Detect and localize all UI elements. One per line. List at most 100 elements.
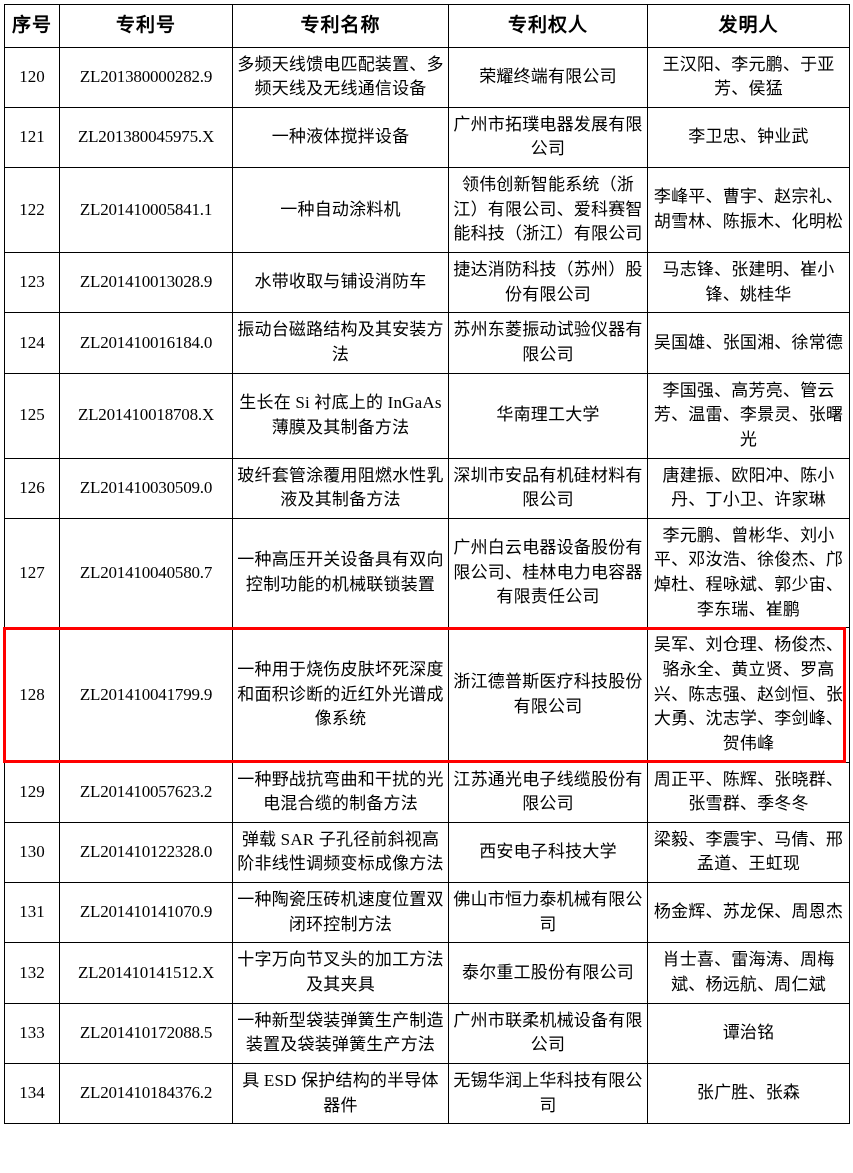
- cell-inventors: 吴国雄、张国湘、徐常德: [647, 312, 850, 374]
- table-row: 131 ZL201410141070.9 一种陶瓷压砖机速度位置双闭环控制方法 佛山市…: [4, 882, 850, 944]
- cell-seq: 130: [4, 821, 60, 884]
- table-row: 127 ZL201410040580.7 一种高压开关设备具有双向控制功能的机械联锁…: [4, 517, 850, 629]
- table-body: 120 ZL201380000282.9 多频天线馈电匹配装置、多频天线及无线通信设…: [4, 46, 850, 1125]
- cell-patent-number: ZL201410041799.9: [59, 627, 233, 763]
- cell-patentee: 华南理工大学: [448, 372, 648, 459]
- cell-patent-name: 生长在 Si 衬底上的 InGaAs 薄膜及其制备方法: [232, 372, 449, 459]
- cell-patent-name: 一种高压开关设备具有双向控制功能的机械联锁装置: [232, 517, 449, 629]
- cell-seq: 122: [4, 167, 60, 254]
- cell-patentee: 广州市拓璞电器发展有限公司: [448, 106, 648, 169]
- cell-inventors: 肖士喜、雷海涛、周梅斌、杨远航、周仁斌: [647, 942, 850, 1004]
- cell-inventors: 李国强、高芳亮、管云芳、温雷、李景灵、张曙光: [647, 372, 850, 459]
- cell-patentee: 捷达消防科技（苏州）股份有限公司: [448, 252, 648, 314]
- cell-inventors: 周正平、陈辉、张晓群、张雪群、季冬冬: [647, 761, 850, 823]
- table-header: 序号 专利号 专利名称 专利权人 发明人: [4, 4, 850, 48]
- cell-seq: 129: [4, 761, 60, 823]
- cell-patentee: 无锡华润上华科技有限公司: [448, 1062, 648, 1125]
- cell-seq: 125: [4, 372, 60, 459]
- cell-patent-number: ZL201410122328.0: [59, 821, 233, 884]
- cell-patent-number: ZL201410141512.X: [59, 942, 233, 1004]
- cell-patent-number: ZL201410005841.1: [59, 167, 233, 254]
- cell-inventors: 梁毅、李震宇、马倩、邢孟道、王虹现: [647, 821, 850, 884]
- column-header-patentee: 专利权人: [448, 4, 648, 48]
- cell-patentee: 深圳市安品有机硅材料有限公司: [448, 457, 648, 519]
- cell-patent-name: 玻纤套管涂覆用阻燃水性乳液及其制备方法: [232, 457, 449, 519]
- cell-inventors: 杨金辉、苏龙保、周恩杰: [647, 882, 850, 944]
- cell-inventors: 马志锋、张建明、崔小锋、姚桂华: [647, 252, 850, 314]
- cell-inventors: 张广胜、张森: [647, 1062, 850, 1125]
- column-header-patent-name: 专利名称: [232, 4, 449, 48]
- cell-patent-name: 振动台磁路结构及其安装方法: [232, 312, 449, 374]
- cell-seq: 132: [4, 942, 60, 1004]
- cell-patent-number: ZL201410013028.9: [59, 252, 233, 314]
- table-row: 124 ZL201410016184.0 振动台磁路结构及其安装方法 苏州东菱振动试验…: [4, 312, 850, 374]
- cell-seq: 124: [4, 312, 60, 374]
- cell-patent-name: 具 ESD 保护结构的半导体器件: [232, 1062, 449, 1125]
- cell-seq: 120: [4, 46, 60, 108]
- cell-seq: 127: [4, 517, 60, 629]
- cell-patent-name: 一种陶瓷压砖机速度位置双闭环控制方法: [232, 882, 449, 944]
- column-header-inventors: 发明人: [647, 4, 850, 48]
- cell-patentee: 泰尔重工股份有限公司: [448, 942, 648, 1004]
- cell-patentee: 荣耀终端有限公司: [448, 46, 648, 108]
- table-row: 134 ZL201410184376.2 具 ESD 保护结构的半导体器件 无锡华润上…: [4, 1062, 850, 1125]
- cell-patent-number: ZL201410184376.2: [59, 1062, 233, 1125]
- cell-inventors: 唐建振、欧阳冲、陈小丹、丁小卫、许家琳: [647, 457, 850, 519]
- cell-patent-number: ZL201410172088.5: [59, 1002, 233, 1064]
- cell-patent-number: ZL201380000282.9: [59, 46, 233, 108]
- cell-patentee: 广州市联柔机械设备有限公司: [448, 1002, 648, 1064]
- table-row: 128 ZL201410041799.9 一种用于烧伤皮肤坏死深度和面积诊断的近红外…: [4, 627, 850, 763]
- cell-patentee: 西安电子科技大学: [448, 821, 648, 884]
- cell-patentee: 广州白云电器设备股份有限公司、桂林电力电容器有限责任公司: [448, 517, 648, 629]
- table-row: 120 ZL201380000282.9 多频天线馈电匹配装置、多频天线及无线通信设…: [4, 46, 850, 108]
- cell-seq: 131: [4, 882, 60, 944]
- cell-patent-number: ZL201410057623.2: [59, 761, 233, 823]
- cell-patent-number: ZL201410040580.7: [59, 517, 233, 629]
- cell-inventors: 吴军、刘仓理、杨俊杰、骆永全、黄立贤、罗高兴、陈志强、赵剑恒、张大勇、沈志学、李…: [647, 627, 850, 763]
- cell-inventors: 谭治铭: [647, 1002, 850, 1064]
- cell-patent-name: 一种新型袋装弹簧生产制造装置及袋装弹簧生产方法: [232, 1002, 449, 1064]
- cell-inventors: 王汉阳、李元鹏、于亚芳、侯猛: [647, 46, 850, 108]
- cell-seq: 126: [4, 457, 60, 519]
- cell-inventors: 李元鹏、曾彬华、刘小平、邓汝浩、徐俊杰、邝焯杜、程咏斌、郭少宙、李东瑞、崔鹏: [647, 517, 850, 629]
- cell-patent-name: 十字万向节叉头的加工方法及其夹具: [232, 942, 449, 1004]
- cell-patentee: 江苏通光电子线缆股份有限公司: [448, 761, 648, 823]
- table-row: 125 ZL201410018708.X 生长在 Si 衬底上的 InGaAs 薄膜…: [4, 372, 850, 459]
- cell-seq: 133: [4, 1002, 60, 1064]
- cell-seq: 123: [4, 252, 60, 314]
- table-row: 132 ZL201410141512.X 十字万向节叉头的加工方法及其夹具 泰尔重工股…: [4, 942, 850, 1004]
- cell-patent-name: 一种液体搅拌设备: [232, 106, 449, 169]
- cell-patent-name: 一种自动涂料机: [232, 167, 449, 254]
- cell-patentee: 浙江德普斯医疗科技股份有限公司: [448, 627, 648, 763]
- cell-patent-name: 水带收取与铺设消防车: [232, 252, 449, 314]
- table-row: 130 ZL201410122328.0 弹载 SAR 子孔径前斜视高阶非线性调频变…: [4, 821, 850, 884]
- cell-patent-number: ZL201410030509.0: [59, 457, 233, 519]
- table-row: 122 ZL201410005841.1 一种自动涂料机 领伟创新智能系统（浙江）有限…: [4, 167, 850, 254]
- cell-patent-name: 多频天线馈电匹配装置、多频天线及无线通信设备: [232, 46, 449, 108]
- header-row: 序号 专利号 专利名称 专利权人 发明人: [4, 4, 850, 48]
- table-row: 121 ZL201380045975.X 一种液体搅拌设备 广州市拓璞电器发展有限公司…: [4, 106, 850, 169]
- cell-patentee: 领伟创新智能系统（浙江）有限公司、爱科赛智能科技（浙江）有限公司: [448, 167, 648, 254]
- table-row: 129 ZL201410057623.2 一种野战抗弯曲和干扰的光电混合缆的制备方法…: [4, 761, 850, 823]
- cell-inventors: 李峰平、曹宇、赵宗礼、胡雪林、陈振木、化明松: [647, 167, 850, 254]
- cell-patent-name: 弹载 SAR 子孔径前斜视高阶非线性调频变标成像方法: [232, 821, 449, 884]
- column-header-patent-number: 专利号: [59, 4, 233, 48]
- column-header-seq: 序号: [4, 4, 60, 48]
- cell-patent-number: ZL201410016184.0: [59, 312, 233, 374]
- cell-patentee: 苏州东菱振动试验仪器有限公司: [448, 312, 648, 374]
- table-row: 123 ZL201410013028.9 水带收取与铺设消防车 捷达消防科技（苏州）股…: [4, 252, 850, 314]
- cell-seq: 128: [4, 627, 60, 763]
- cell-seq: 121: [4, 106, 60, 169]
- cell-patent-name: 一种用于烧伤皮肤坏死深度和面积诊断的近红外光谱成像系统: [232, 627, 449, 763]
- cell-patent-name: 一种野战抗弯曲和干扰的光电混合缆的制备方法: [232, 761, 449, 823]
- cell-inventors: 李卫忠、钟业武: [647, 106, 850, 169]
- cell-patent-number: ZL201410141070.9: [59, 882, 233, 944]
- cell-seq: 134: [4, 1062, 60, 1125]
- cell-patentee: 佛山市恒力泰机械有限公司: [448, 882, 648, 944]
- cell-patent-number: ZL201380045975.X: [59, 106, 233, 169]
- table-row: 133 ZL201410172088.5 一种新型袋装弹簧生产制造装置及袋装弹簧生产…: [4, 1002, 850, 1064]
- patent-table: 序号 专利号 专利名称 专利权人 发明人 120 ZL201380000282.9…: [4, 4, 850, 1125]
- cell-patent-number: ZL201410018708.X: [59, 372, 233, 459]
- table-row: 126 ZL201410030509.0 玻纤套管涂覆用阻燃水性乳液及其制备方法 深圳…: [4, 457, 850, 519]
